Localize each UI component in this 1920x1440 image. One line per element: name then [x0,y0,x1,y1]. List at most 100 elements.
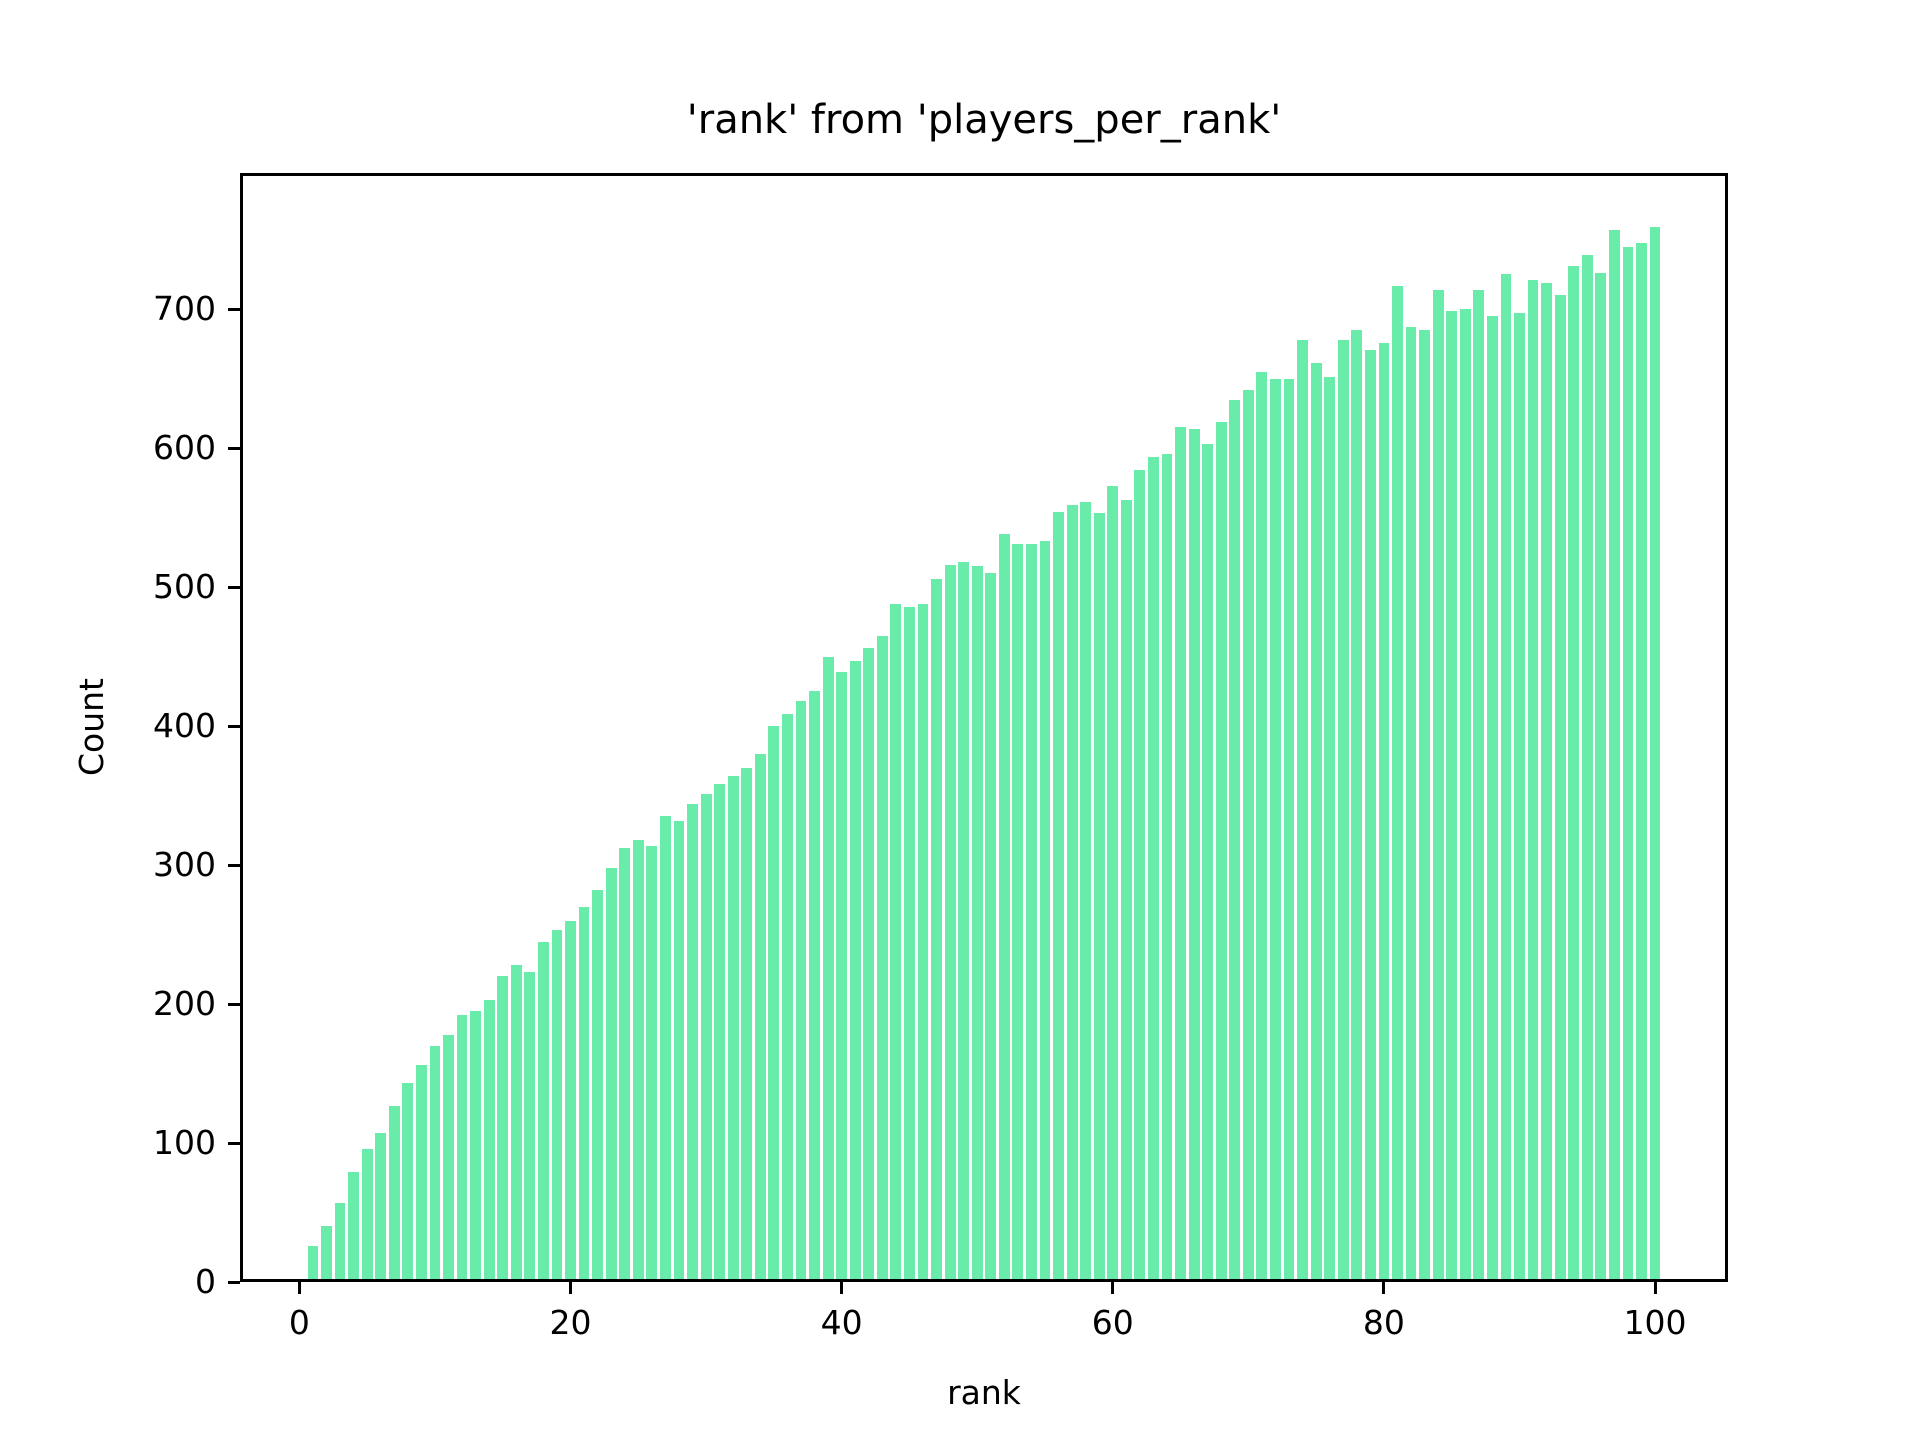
histogram-bar-rank-36 [782,713,793,1282]
histogram-bar-rank-5 [361,1148,373,1282]
histogram-bar-rank-30 [700,794,712,1282]
histogram-bar-rank-63 [1148,456,1159,1282]
x-tick-mark-80 [1382,1282,1386,1294]
histogram-bar-rank-17 [524,972,536,1282]
histogram-bar-rank-33 [741,767,753,1282]
y-tick-label-300: 300 [153,845,216,885]
y-tick-mark-300 [228,863,240,867]
y-tick-mark-500 [228,585,240,589]
histogram-bar-rank-35 [768,726,780,1282]
histogram-bar-rank-60 [1107,485,1119,1282]
bars-container [240,173,1728,1282]
x-tick-label-40: 40 [820,1303,863,1342]
histogram-bar-rank-67 [1202,444,1214,1282]
histogram-bar-rank-97 [1608,229,1620,1282]
histogram-bar-rank-12 [456,1015,468,1282]
histogram-bar-rank-78 [1351,330,1363,1282]
histogram-bar-rank-70 [1242,389,1254,1282]
x-tick-mark-20 [569,1282,573,1294]
y-tick-label-700: 700 [153,289,216,329]
histogram-bar-rank-22 [592,890,604,1282]
x-tick-label-100: 100 [1623,1303,1687,1342]
x-tick-mark-60 [1111,1282,1115,1294]
histogram-bar-rank-96 [1595,273,1607,1282]
histogram-bar-rank-2 [321,1226,332,1282]
x-tick-mark-100 [1653,1282,1657,1294]
histogram-bar-rank-51 [985,573,997,1282]
histogram-bar-rank-13 [470,1011,482,1282]
histogram-bar-rank-53 [1012,544,1024,1282]
histogram-bar-rank-14 [483,999,495,1282]
histogram-bar-rank-39 [822,656,834,1282]
histogram-bar-rank-99 [1636,242,1647,1282]
histogram-bar-rank-89 [1500,274,1512,1282]
histogram-bar-rank-55 [1039,541,1051,1282]
x-tick-mark-40 [840,1282,844,1294]
histogram-bar-rank-71 [1256,371,1268,1282]
histogram-bar-rank-83 [1419,330,1431,1282]
histogram-bar-rank-95 [1581,255,1593,1282]
histogram-bar-rank-81 [1392,285,1403,1282]
histogram-bar-rank-11 [443,1034,454,1282]
histogram-bar-rank-18 [537,941,549,1282]
x-axis-label: rank [947,1373,1021,1412]
histogram-bar-rank-52 [998,534,1010,1282]
y-tick-label-100: 100 [153,1123,216,1163]
histogram-bar-rank-41 [849,660,861,1282]
histogram-bar-rank-9 [415,1065,427,1282]
histogram-bar-rank-4 [348,1172,360,1282]
histogram-bar-rank-24 [619,848,631,1282]
histogram-bar-rank-77 [1337,339,1349,1282]
histogram-bar-rank-74 [1297,339,1308,1282]
histogram-bar-rank-50 [971,566,983,1282]
histogram-bar-rank-34 [754,753,766,1282]
histogram-bar-rank-94 [1568,266,1580,1282]
histogram-bar-rank-92 [1541,282,1553,1282]
histogram-bar-rank-10 [429,1045,441,1282]
histogram-bar-rank-82 [1405,327,1417,1282]
histogram-bar-rank-20 [565,920,576,1282]
plot-area: 0 20 40 60 80 100 0 100 200 300 400 500 600 700 [153,173,1728,1342]
histogram-bar-rank-42 [863,648,875,1282]
histogram-bar-rank-19 [551,930,563,1282]
histogram-bar-rank-93 [1554,295,1566,1282]
histogram-bar-rank-62 [1134,470,1146,1282]
histogram-bar-rank-7 [388,1105,400,1282]
histogram-bar-rank-65 [1175,427,1186,1282]
histogram-bar-rank-15 [497,976,509,1282]
y-tick-mark-0 [228,1280,240,1284]
chart-title: 'rank' from 'players_per_rank' [686,97,1282,143]
histogram-bar-rank-57 [1066,505,1078,1282]
histogram-bar-rank-58 [1080,502,1092,1282]
histogram-bar-rank-48 [944,564,956,1282]
histogram-bar-rank-49 [958,562,970,1282]
histogram-bar-rank-44 [890,603,902,1282]
histogram-bar-rank-40 [836,671,848,1282]
y-tick-label-0: 0 [195,1262,216,1301]
x-tick-label-20: 20 [549,1303,592,1342]
histogram-bar-rank-76 [1324,377,1336,1282]
histogram-bar-rank-59 [1093,513,1105,1282]
histogram-bar-rank-23 [605,867,617,1282]
y-tick-label-400: 400 [153,706,216,746]
histogram-bar-rank-66 [1188,428,1200,1282]
histogram-bar-rank-27 [659,816,671,1282]
histogram-bar-rank-8 [402,1083,414,1282]
y-tick-label-200: 200 [153,984,216,1024]
histogram-bar-rank-54 [1026,544,1037,1282]
histogram-bar-rank-61 [1120,499,1132,1282]
histogram-bar-rank-16 [510,965,522,1282]
y-tick-mark-400 [228,724,240,728]
histogram-bar-rank-79 [1364,349,1376,1282]
x-tick-label-0: 0 [288,1303,310,1342]
histogram-bar-rank-88 [1486,316,1498,1282]
histogram-bar-rank-47 [931,578,942,1282]
histogram-bar-rank-21 [578,906,590,1282]
histogram-bar-rank-91 [1527,280,1539,1282]
histogram-bar-rank-84 [1432,289,1444,1282]
histogram-bar-rank-26 [646,845,658,1282]
ticks-layer: 0 20 40 60 80 100 0 100 200 300 400 500 600 700 [153,173,1728,1342]
histogram-bar-rank-56 [1053,512,1064,1282]
y-tick-mark-200 [228,1002,240,1006]
